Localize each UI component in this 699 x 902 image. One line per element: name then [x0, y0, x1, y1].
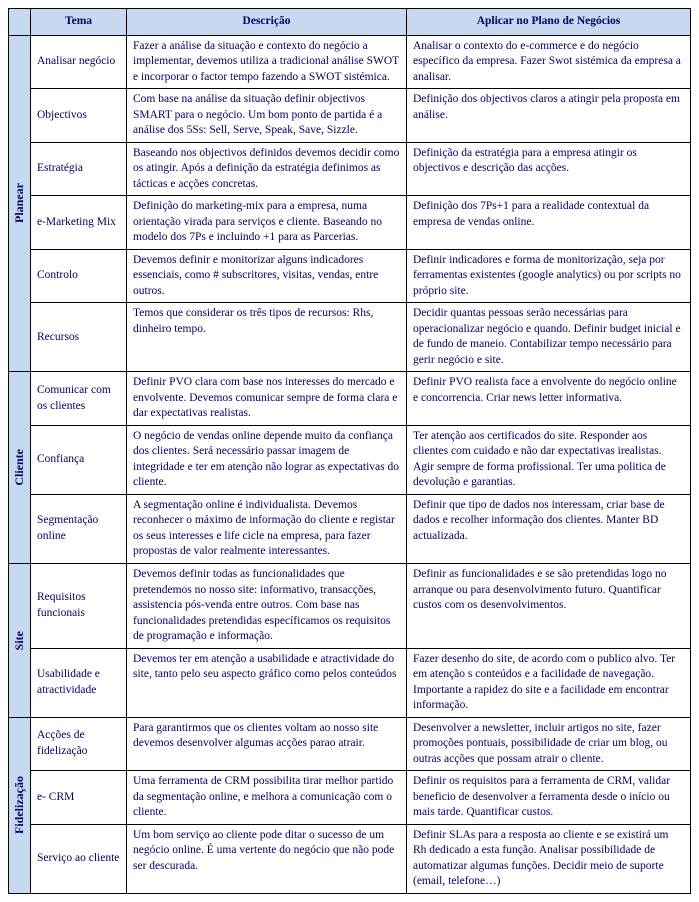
header-section-blank: [9, 9, 31, 36]
cell-tema: e-Marketing Mix: [31, 196, 127, 250]
cell-aplicar: Definir que tipo de dados nos interessam…: [407, 494, 691, 563]
cell-descricao: Devemos definir e monitorizar alguns ind…: [127, 249, 407, 303]
section-label-text: Fidelização: [11, 776, 27, 834]
cell-aplicar: Desenvolver a newsletter, incluir artigo…: [407, 717, 691, 771]
cell-aplicar: Decidir quantas pessoas serão necessária…: [407, 303, 691, 372]
cell-descricao: Definição do marketing-mix para a empres…: [127, 196, 407, 250]
table-row: RecursosTemos que considerar os três tip…: [9, 303, 691, 372]
header-tema: Tema: [31, 9, 127, 36]
section-label-text: Planear: [11, 183, 27, 223]
cell-aplicar: Definição da estratégia para a empresa a…: [407, 142, 691, 196]
cell-descricao: O negócio de vendas online depende muito…: [127, 425, 407, 494]
section-label-text: Site: [11, 631, 27, 650]
table-row: ObjectivosCom base na análise da situaçã…: [9, 89, 691, 143]
table-row: ControloDevemos definir e monitorizar al…: [9, 249, 691, 303]
cell-descricao: Um bom serviço ao cliente pode ditar o s…: [127, 824, 407, 893]
cell-descricao: Para garantirmos que os clientes voltam …: [127, 717, 407, 771]
cell-descricao: Com base na análise da situação definir …: [127, 89, 407, 143]
table-row: Usabilidade e atractividadeDevemos ter e…: [9, 648, 691, 717]
cell-aplicar: Definição dos objectivos claros a atingi…: [407, 89, 691, 143]
cell-tema: Requisitos funcionais: [31, 563, 127, 648]
table-row: ClienteComunicar com os clientesDefinir …: [9, 372, 691, 426]
cell-aplicar: Fazer desenho do site, de acordo com o p…: [407, 648, 691, 717]
table-row: PlanearAnalisar negócioFazer a análise d…: [9, 35, 691, 89]
cell-aplicar: Definição dos 7Ps+1 para a realidade con…: [407, 196, 691, 250]
table-row: EstratégiaBaseando nos objectivos defini…: [9, 142, 691, 196]
header-aplicar: Aplicar no Plano de Negócios: [407, 9, 691, 36]
cell-tema: Analisar negócio: [31, 35, 127, 89]
cell-aplicar: Definir SLAs para a resposta ao cliente …: [407, 824, 691, 893]
section-label-text: Cliente: [11, 449, 27, 486]
cell-descricao: Baseando nos objectivos definidos devemo…: [127, 142, 407, 196]
section-label: Planear: [9, 35, 31, 372]
cell-tema: Controlo: [31, 249, 127, 303]
cell-descricao: Fazer a análise da situação e contexto d…: [127, 35, 407, 89]
cell-tema: Comunicar com os clientes: [31, 372, 127, 426]
cell-aplicar: Definir as funcionalidades e se são pret…: [407, 563, 691, 648]
cell-tema: Segmentação online: [31, 494, 127, 563]
cell-descricao: Definir PVO clara com base nos interesse…: [127, 372, 407, 426]
cell-tema: Objectivos: [31, 89, 127, 143]
cell-aplicar: Definir os requisitos para a ferramenta …: [407, 771, 691, 825]
cell-tema: Estratégia: [31, 142, 127, 196]
cell-aplicar: Definir indicadores e forma de monitoriz…: [407, 249, 691, 303]
cell-tema: e- CRM: [31, 771, 127, 825]
section-label: Cliente: [9, 372, 31, 564]
cell-aplicar: Analisar o contexto do e-commerce e do n…: [407, 35, 691, 89]
section-label: Fidelização: [9, 717, 31, 893]
table-row: FidelizaçãoAcções de fidelizaçãoPara gar…: [9, 717, 691, 771]
cell-tema: Acções de fidelização: [31, 717, 127, 771]
table-row: Segmentação onlineA segmentação online é…: [9, 494, 691, 563]
cell-descricao: Devemos ter em atenção a usabilidade e a…: [127, 648, 407, 717]
table-row: e- CRMUma ferramenta de CRM possibilita …: [9, 771, 691, 825]
header-descricao: Descrição: [127, 9, 407, 36]
business-plan-table: Tema Descrição Aplicar no Plano de Negóc…: [8, 8, 691, 894]
cell-descricao: Devemos definir todas as funcionalidades…: [127, 563, 407, 648]
table-row: SiteRequisitos funcionaisDevemos definir…: [9, 563, 691, 648]
cell-tema: Usabilidade e atractividade: [31, 648, 127, 717]
cell-aplicar: Ter atenção aos certificados do site. Re…: [407, 425, 691, 494]
section-label: Site: [9, 563, 31, 717]
table-row: e-Marketing MixDefinição do marketing-mi…: [9, 196, 691, 250]
cell-descricao: A segmentação online é individualista. D…: [127, 494, 407, 563]
cell-tema: Confiança: [31, 425, 127, 494]
table-row: ConfiançaO negócio de vendas online depe…: [9, 425, 691, 494]
table-row: Serviço ao clienteUm bom serviço ao clie…: [9, 824, 691, 893]
cell-descricao: Uma ferramenta de CRM possibilita tirar …: [127, 771, 407, 825]
cell-aplicar: Definir PVO realista face a envolvente d…: [407, 372, 691, 426]
cell-tema: Recursos: [31, 303, 127, 372]
header-row: Tema Descrição Aplicar no Plano de Negóc…: [9, 9, 691, 36]
cell-descricao: Temos que considerar os três tipos de re…: [127, 303, 407, 372]
cell-tema: Serviço ao cliente: [31, 824, 127, 893]
